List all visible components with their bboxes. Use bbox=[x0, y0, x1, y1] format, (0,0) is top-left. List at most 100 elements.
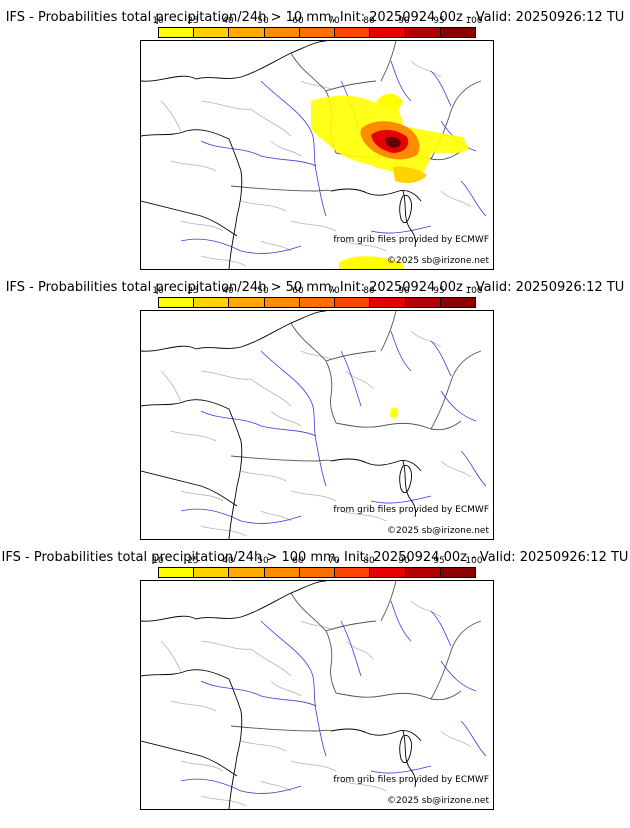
river bbox=[260, 80, 317, 172]
scale-labels: 10 25 40 50 60 70 80 90 95 100 bbox=[152, 556, 482, 566]
coastline bbox=[141, 669, 243, 809]
admin-boundary bbox=[250, 378, 292, 407]
scale-tick: 95 bbox=[433, 16, 445, 26]
river bbox=[260, 350, 317, 442]
scale-segment bbox=[229, 568, 265, 577]
river bbox=[390, 330, 412, 372]
scale-tick: 95 bbox=[433, 556, 445, 566]
admin-boundary bbox=[410, 600, 442, 618]
scale-segment bbox=[229, 298, 265, 307]
river bbox=[430, 610, 452, 647]
probability-map: from grib files provided by ECMWF ©2025 … bbox=[140, 310, 494, 540]
scale-tick: 70 bbox=[328, 16, 340, 26]
country-border bbox=[325, 350, 377, 362]
scale-tick: 100 bbox=[465, 556, 483, 566]
color-scale bbox=[158, 27, 476, 38]
river bbox=[390, 600, 412, 642]
scale-tick: 90 bbox=[398, 556, 410, 566]
admin-boundary bbox=[260, 240, 292, 252]
scale-segment bbox=[335, 298, 371, 307]
credit-grib: from grib files provided by ECMWF bbox=[333, 775, 489, 785]
credit-copyright: ©2025 sb@irizone.net bbox=[387, 796, 489, 806]
panel-100mm: IFS - Probabilities total precipitation/… bbox=[0, 540, 630, 810]
admin-boundary bbox=[300, 80, 332, 90]
river bbox=[370, 225, 432, 234]
scale-segment bbox=[440, 568, 475, 577]
scale-tick: 60 bbox=[292, 16, 304, 26]
admin-boundary bbox=[290, 220, 337, 232]
country-border bbox=[230, 725, 332, 732]
admin-boundary bbox=[345, 640, 374, 660]
scale-segment bbox=[405, 568, 441, 577]
scale-segment bbox=[264, 28, 300, 37]
scale-segment bbox=[440, 28, 475, 37]
coastline bbox=[330, 458, 422, 472]
coastline bbox=[141, 740, 238, 777]
scale-segment bbox=[159, 28, 195, 37]
scale-tick: 100 bbox=[465, 286, 483, 296]
scale-segment bbox=[299, 28, 336, 37]
river bbox=[200, 410, 317, 437]
scale-tick: 50 bbox=[257, 556, 269, 566]
scale-segment bbox=[405, 28, 441, 37]
admin-boundary bbox=[240, 200, 287, 212]
scale-tick: 10 bbox=[152, 556, 164, 566]
coastline bbox=[141, 470, 238, 507]
admin-boundary bbox=[270, 680, 302, 697]
country-border bbox=[430, 350, 482, 430]
scale-segment bbox=[299, 298, 336, 307]
river bbox=[440, 660, 477, 692]
panel-title: IFS - Probabilities total precipitation/… bbox=[1, 550, 629, 565]
admin-boundary bbox=[200, 255, 247, 267]
admin-boundary bbox=[345, 370, 374, 390]
admin-boundary bbox=[340, 510, 387, 522]
coastline bbox=[330, 188, 422, 202]
river bbox=[390, 60, 412, 102]
probability-map: from grib files provided by ECMWF ©2025 … bbox=[140, 40, 494, 270]
admin-boundary bbox=[340, 780, 387, 792]
admin-boundary bbox=[440, 460, 472, 478]
scale-tick: 40 bbox=[222, 286, 234, 296]
scale-tick: 10 bbox=[152, 286, 164, 296]
country-border bbox=[380, 581, 397, 622]
scale-tick: 10 bbox=[152, 16, 164, 26]
scale-tick: 80 bbox=[363, 556, 375, 566]
scale-tick: 25 bbox=[187, 556, 199, 566]
river bbox=[260, 620, 317, 712]
river bbox=[180, 508, 302, 524]
color-scale bbox=[158, 297, 476, 308]
admin-boundary bbox=[180, 760, 224, 772]
scale-segment bbox=[440, 298, 475, 307]
scale-segment bbox=[299, 568, 336, 577]
river bbox=[430, 70, 452, 107]
scale-segment bbox=[194, 298, 230, 307]
admin-boundary bbox=[200, 100, 252, 110]
coastline bbox=[141, 311, 327, 352]
probability-map: from grib files provided by ECMWF ©2025 … bbox=[140, 580, 494, 810]
scale-tick: 80 bbox=[363, 16, 375, 26]
scale-tick: 40 bbox=[222, 16, 234, 26]
scale-segment bbox=[335, 568, 371, 577]
country-border bbox=[335, 690, 462, 701]
admin-boundary bbox=[250, 648, 292, 677]
admin-boundary bbox=[200, 640, 252, 650]
panel-50mm: IFS - Probabilities total precipitation/… bbox=[0, 270, 630, 540]
admin-boundary bbox=[300, 620, 332, 630]
country-border bbox=[230, 185, 332, 192]
panel-10mm: IFS - Probabilities total precipitation/… bbox=[0, 0, 630, 270]
admin-boundary bbox=[300, 350, 332, 360]
admin-boundary bbox=[440, 190, 472, 208]
map-svg bbox=[141, 581, 487, 809]
country-border bbox=[430, 620, 482, 700]
country-border bbox=[290, 322, 337, 424]
scale-segment bbox=[194, 28, 230, 37]
admin-boundary bbox=[270, 410, 302, 427]
scale-labels: 10 25 40 50 60 70 80 90 95 100 bbox=[152, 286, 482, 296]
river bbox=[180, 238, 302, 254]
panel-title: IFS - Probabilities total precipitation/… bbox=[5, 280, 625, 295]
admin-boundary bbox=[340, 240, 387, 252]
river bbox=[460, 180, 487, 217]
scale-segment bbox=[370, 568, 406, 577]
credit-copyright: ©2025 sb@irizone.net bbox=[387, 256, 489, 266]
scale-tick: 95 bbox=[433, 286, 445, 296]
